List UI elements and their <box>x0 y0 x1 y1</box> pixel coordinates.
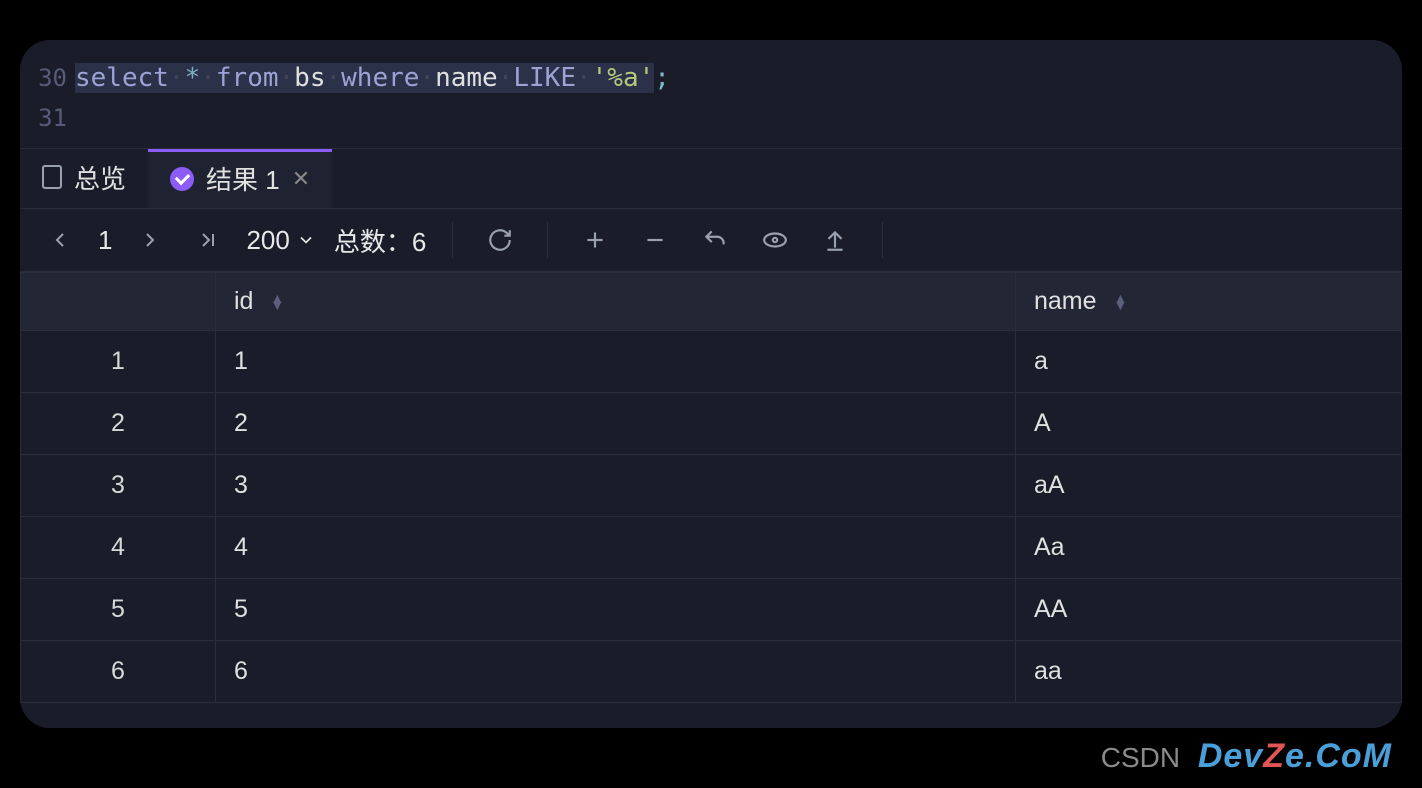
cell-id[interactable]: 5 <box>216 579 1016 641</box>
result-table: id ▲▼ name ▲▼ 11a22A33aA44Aa55AA66aa <box>20 272 1402 703</box>
column-header-id[interactable]: id ▲▼ <box>216 273 1016 331</box>
tab-result-1[interactable]: 结果 1 ✕ <box>148 149 332 208</box>
tab-overview-label: 总览 <box>74 159 126 196</box>
cell-name[interactable]: Aa <box>1016 517 1402 579</box>
divider <box>452 222 453 258</box>
row-number-cell: 6 <box>21 641 216 703</box>
prev-page-button[interactable] <box>40 224 80 256</box>
delete-row-button[interactable] <box>634 223 676 257</box>
watermark: CSDN DevZe.CoM <box>1101 737 1392 776</box>
result-tabs: 总览 结果 1 ✕ <box>20 148 1402 208</box>
row-number-cell: 4 <box>21 517 216 579</box>
sort-icon[interactable]: ▲▼ <box>1114 295 1128 309</box>
code-content[interactable]: select·*·from·bs·where·name·LIKE·'%a'; <box>75 58 1402 98</box>
add-row-button[interactable] <box>574 223 616 257</box>
cell-id[interactable]: 6 <box>216 641 1016 703</box>
sql-editor[interactable]: 30select·*·from·bs·where·name·LIKE·'%a';… <box>20 40 1402 138</box>
sort-icon[interactable]: ▲▼ <box>270 295 284 309</box>
code-line: 30select·*·from·bs·where·name·LIKE·'%a'; <box>20 58 1402 98</box>
last-page-button[interactable] <box>188 224 228 256</box>
check-circle-icon <box>170 167 194 191</box>
preview-button[interactable] <box>754 223 796 257</box>
next-page-button[interactable] <box>130 224 170 256</box>
line-number: 31 <box>20 98 75 138</box>
divider <box>547 222 548 258</box>
close-icon[interactable]: ✕ <box>292 166 310 192</box>
export-button[interactable] <box>814 223 856 257</box>
table-row[interactable]: 66aa <box>21 641 1402 703</box>
row-number-cell: 3 <box>21 455 216 517</box>
total-count: 总数：6 <box>334 222 426 259</box>
cell-name[interactable]: a <box>1016 331 1402 393</box>
cell-name[interactable]: AA <box>1016 579 1402 641</box>
cell-id[interactable]: 3 <box>216 455 1016 517</box>
cell-name[interactable]: aA <box>1016 455 1402 517</box>
undo-button[interactable] <box>694 223 736 257</box>
tab-overview[interactable]: 总览 <box>20 149 148 208</box>
table-row[interactable]: 11a <box>21 331 1402 393</box>
result-toolbar: 1 200 总数：6 <box>20 208 1402 272</box>
refresh-button[interactable] <box>479 223 521 257</box>
table-row[interactable]: 22A <box>21 393 1402 455</box>
row-number-header <box>21 273 216 331</box>
row-number-cell: 5 <box>21 579 216 641</box>
row-number-cell: 2 <box>21 393 216 455</box>
code-line: 31 <box>20 98 1402 138</box>
cell-id[interactable]: 2 <box>216 393 1016 455</box>
column-header-name[interactable]: name ▲▼ <box>1016 273 1402 331</box>
line-number: 30 <box>20 58 75 98</box>
cell-id[interactable]: 1 <box>216 331 1016 393</box>
tab-result-label: 结果 1 <box>206 160 280 197</box>
table-row[interactable]: 33aA <box>21 455 1402 517</box>
cell-name[interactable]: aa <box>1016 641 1402 703</box>
row-number-cell: 1 <box>21 331 216 393</box>
document-icon <box>42 165 62 189</box>
cell-id[interactable]: 4 <box>216 517 1016 579</box>
page-number: 1 <box>98 225 112 256</box>
divider <box>882 222 883 258</box>
cell-name[interactable]: A <box>1016 393 1402 455</box>
page-limit-select[interactable]: 200 <box>246 225 315 256</box>
table-row[interactable]: 55AA <box>21 579 1402 641</box>
app-window: 30select·*·from·bs·where·name·LIKE·'%a';… <box>20 40 1402 728</box>
table-row[interactable]: 44Aa <box>21 517 1402 579</box>
